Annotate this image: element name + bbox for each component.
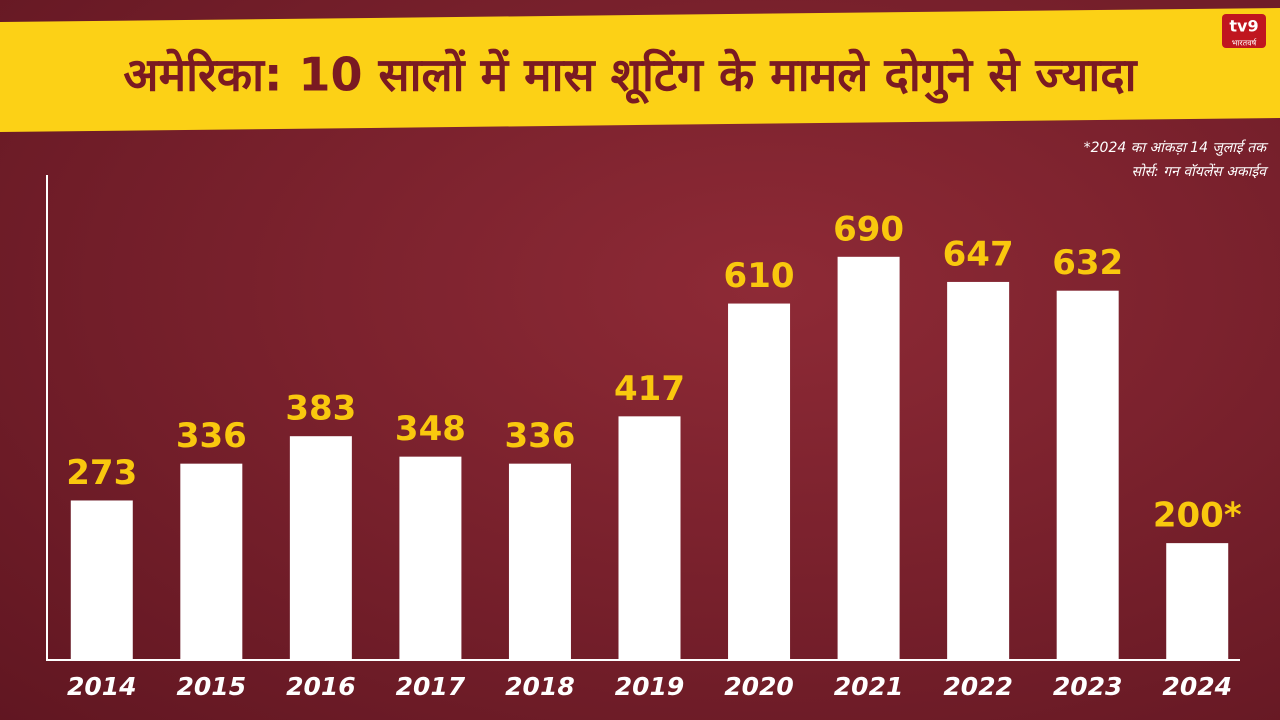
x-tick-label: 2015 — [177, 672, 247, 701]
bar — [1166, 543, 1229, 660]
bar — [618, 416, 681, 660]
logo-subtext: भारतवर्ष — [1232, 38, 1258, 48]
chart-title: अमेरिका: 10 सालों में मास शूटिंग के मामल… — [123, 48, 1138, 105]
data-label: 336 — [504, 416, 575, 456]
x-tick-label: 2016 — [286, 672, 356, 701]
x-tick-label: 2020 — [724, 672, 794, 701]
x-tick-label: 2019 — [615, 672, 685, 701]
bar — [728, 303, 791, 660]
data-label: 690 — [833, 209, 904, 249]
x-tick-label: 2021 — [834, 672, 904, 701]
title-band — [0, 8, 1280, 132]
footnote: *2024 का आंकड़ा 14 जुलाई तक — [1084, 139, 1270, 156]
data-label: 417 — [614, 369, 685, 409]
x-tick-label: 2017 — [396, 672, 466, 701]
bar — [289, 436, 352, 660]
data-label: 610 — [724, 256, 795, 296]
bar — [947, 281, 1010, 660]
x-tick-label: 2024 — [1162, 672, 1232, 701]
data-label: 647 — [943, 234, 1014, 274]
x-tick-label: 2014 — [67, 672, 137, 701]
source-note: सोर्स: गन वॉयलेंस अकाईव — [1132, 163, 1270, 180]
data-label: 348 — [395, 409, 466, 449]
bar — [508, 463, 571, 660]
bar — [837, 256, 900, 660]
logo-text: tv9 — [1229, 17, 1258, 36]
x-tick-label: 2022 — [943, 672, 1013, 701]
logo-box — [1222, 14, 1266, 48]
x-tick-label: 2018 — [505, 672, 575, 701]
data-label: 383 — [285, 389, 356, 429]
x-tick-label: 2023 — [1053, 672, 1123, 701]
data-label: 273 — [66, 453, 137, 493]
bar — [180, 463, 243, 660]
bar — [70, 500, 133, 660]
bar — [1056, 290, 1119, 660]
data-label: 336 — [176, 416, 247, 456]
data-label: 632 — [1052, 243, 1123, 283]
bar — [399, 456, 462, 660]
data-label: 200* — [1153, 496, 1242, 536]
